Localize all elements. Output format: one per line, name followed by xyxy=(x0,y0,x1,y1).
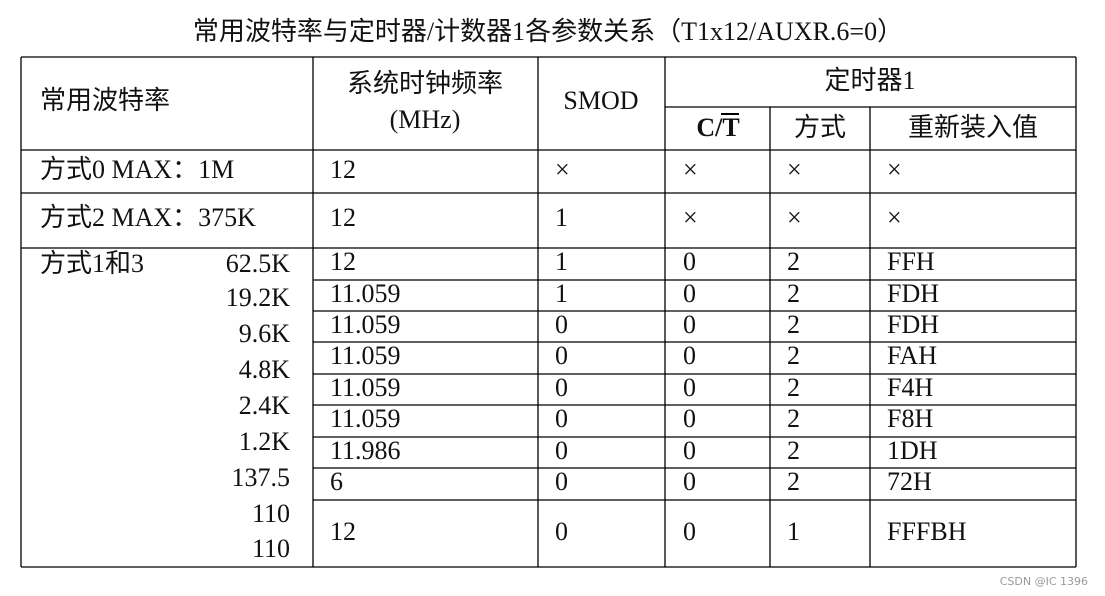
header-baud: 常用波特率 xyxy=(40,86,170,115)
cell: × xyxy=(787,155,802,184)
cell: 1 xyxy=(787,517,800,546)
header-clock-unit: (MHz) xyxy=(390,105,461,134)
baud: 4.8K xyxy=(239,355,291,384)
cell: 11.059 xyxy=(330,279,401,308)
cell: 0 xyxy=(683,247,696,276)
cell: 1 xyxy=(555,247,568,276)
cell: 0 xyxy=(683,373,696,402)
cell: 2 xyxy=(787,404,800,433)
cell: FFH xyxy=(887,247,935,276)
cell: 0 xyxy=(555,467,568,496)
row-label: 方式2 MAX：375K xyxy=(40,203,256,232)
cell: × xyxy=(787,203,802,232)
cell: 12 xyxy=(330,155,356,184)
title: 常用波特率与定时器/计数器1各参数关系（T1x12/AUXR.6=0） xyxy=(193,17,903,46)
cell: 2 xyxy=(787,341,800,370)
cell: × xyxy=(683,155,698,184)
baud: 9.6K xyxy=(239,319,291,348)
header-clock: 系统时钟频率 xyxy=(347,69,503,98)
header-timer: 定时器1 xyxy=(824,66,915,95)
cell: FAH xyxy=(887,341,937,370)
cell: 2 xyxy=(787,279,800,308)
cell: 1 xyxy=(555,279,568,308)
cell: 12 xyxy=(330,203,356,232)
cell: 0 xyxy=(555,310,568,339)
cell: 0 xyxy=(683,467,696,496)
cell: 11.986 xyxy=(330,436,401,465)
cell: × xyxy=(887,203,902,232)
header-ct: C/T xyxy=(696,113,739,142)
cell: 1 xyxy=(555,203,568,232)
baud: 19.2K xyxy=(226,283,291,312)
cell: FFFBH xyxy=(887,517,967,546)
baud: 110 xyxy=(252,534,290,563)
cell: 11.059 xyxy=(330,404,401,433)
cell: × xyxy=(683,203,698,232)
cell: 0 xyxy=(683,310,696,339)
cell: 6 xyxy=(330,467,343,496)
cell: 12 xyxy=(330,517,356,546)
cell: 2 xyxy=(787,310,800,339)
cell: 0 xyxy=(683,436,696,465)
baud: 110 xyxy=(252,499,290,528)
cell: 0 xyxy=(555,517,568,546)
table-grid xyxy=(20,56,1077,568)
cell: 2 xyxy=(787,467,800,496)
watermark: CSDN @IC 1396 xyxy=(1000,575,1088,588)
cell: 0 xyxy=(555,341,568,370)
header-mode: 方式 xyxy=(794,113,846,142)
baud: 1.2K xyxy=(239,427,291,456)
cell: FDH xyxy=(887,310,939,339)
row-label: 方式0 MAX：1M xyxy=(40,155,234,184)
cell: 2 xyxy=(787,373,800,402)
cell: 0 xyxy=(683,404,696,433)
header-reload: 重新装入值 xyxy=(908,113,1038,142)
header-smod: SMOD xyxy=(563,86,638,115)
baud: 62.5K xyxy=(226,249,291,278)
cell: F8H xyxy=(887,404,933,433)
group-label: 方式1和3 xyxy=(40,249,144,278)
cell: 12 xyxy=(330,247,356,276)
cell: 11.059 xyxy=(330,341,401,370)
cell: 0 xyxy=(683,279,696,308)
cell: × xyxy=(887,155,902,184)
cell: 1DH xyxy=(887,436,938,465)
cell: × xyxy=(555,155,570,184)
cell: 11.059 xyxy=(330,373,401,402)
baud: 137.5 xyxy=(232,463,291,492)
cell: 0 xyxy=(555,436,568,465)
cell: FDH xyxy=(887,279,939,308)
cell: F4H xyxy=(887,373,933,402)
cell: 0 xyxy=(555,373,568,402)
cell: 2 xyxy=(787,247,800,276)
cell: 2 xyxy=(787,436,800,465)
cell: 11.059 xyxy=(330,310,401,339)
baud: 2.4K xyxy=(239,391,291,420)
cell: 72H xyxy=(887,467,932,496)
cell: 0 xyxy=(683,341,696,370)
cell: 0 xyxy=(683,517,696,546)
cell: 0 xyxy=(555,404,568,433)
